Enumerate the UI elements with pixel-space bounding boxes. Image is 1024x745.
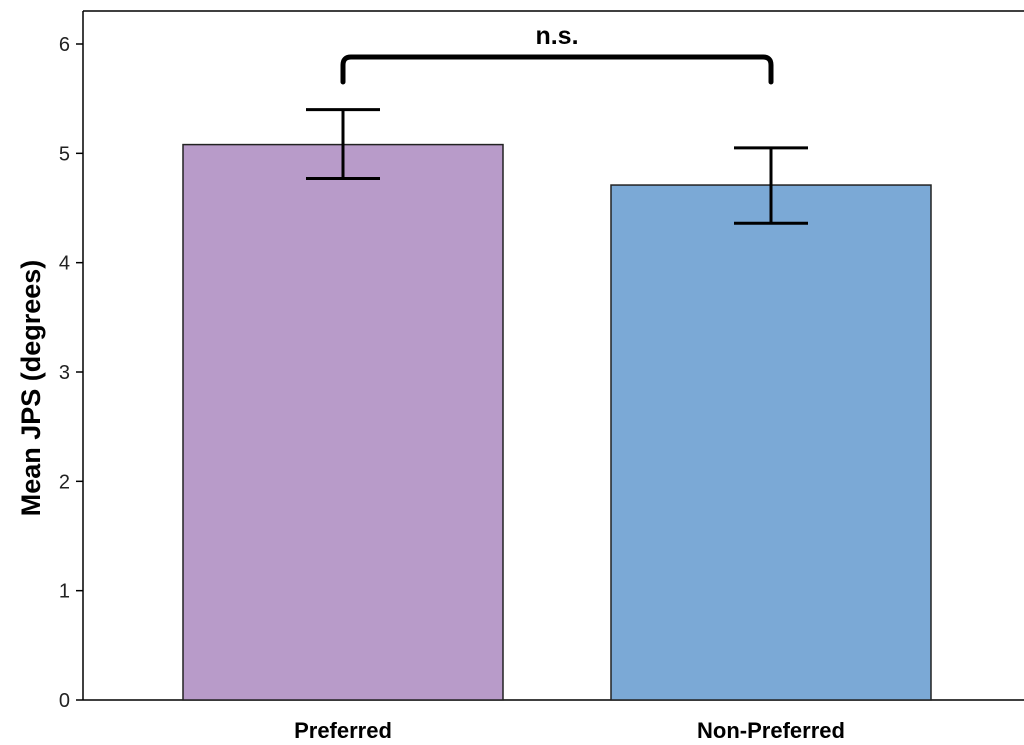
y-tick-label: 0 bbox=[59, 690, 70, 712]
y-tick-label: 3 bbox=[59, 362, 70, 384]
y-tick-label: 2 bbox=[59, 471, 70, 493]
bar-non-preferred bbox=[610, 184, 932, 701]
x-category-label: Non-Preferred bbox=[697, 718, 845, 743]
y-tick-label: 6 bbox=[59, 34, 70, 56]
x-category-label: Preferred bbox=[294, 718, 392, 743]
y-tick-label: 1 bbox=[59, 581, 70, 603]
significance-bracket bbox=[340, 54, 774, 85]
y-axis-label: Mean JPS (degrees) bbox=[16, 260, 46, 517]
y-tick-label: 4 bbox=[59, 253, 70, 275]
bar-preferred bbox=[182, 143, 504, 701]
y-tick-label: 5 bbox=[59, 143, 70, 165]
significance-label: n.s. bbox=[535, 22, 578, 50]
